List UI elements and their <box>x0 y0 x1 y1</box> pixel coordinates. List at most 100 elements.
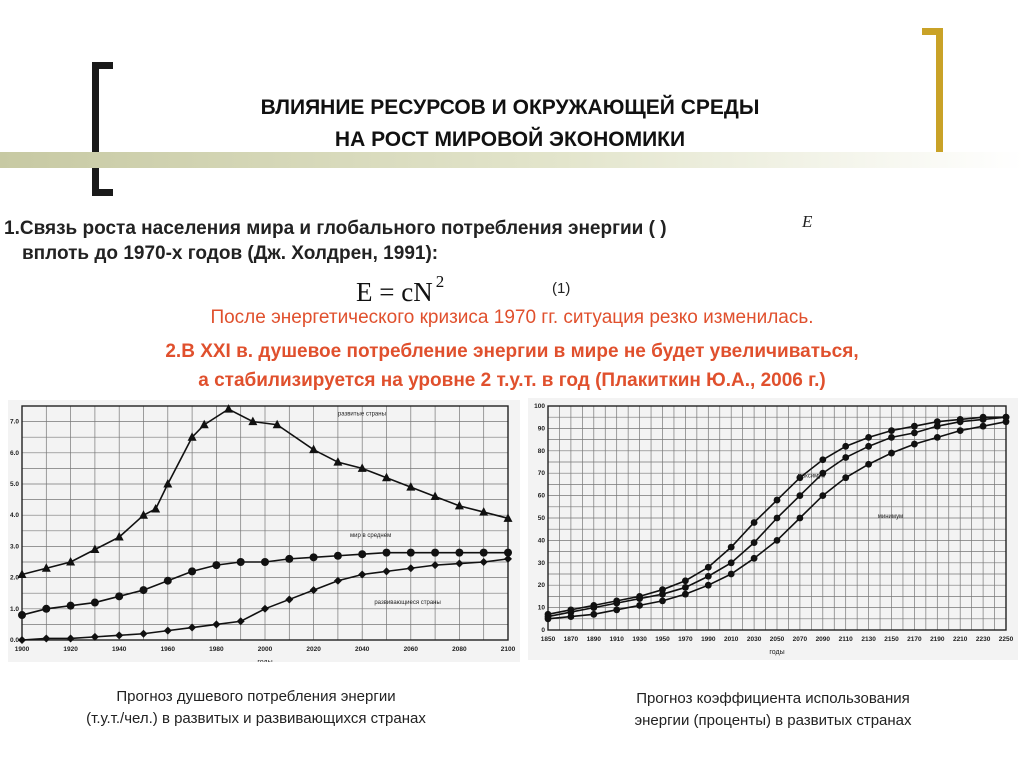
plot-frame <box>21 405 509 641</box>
data-point <box>773 537 781 544</box>
data-point <box>261 604 269 613</box>
data-point <box>431 548 440 557</box>
chart-energy-efficiency: 1850 1870 1890 1910 1930 1950 1970 1990 2010 2030… <box>528 398 1018 660</box>
data-point <box>659 590 666 598</box>
series-label: мир в среднем <box>350 533 391 539</box>
energy-variable: E <box>802 212 813 231</box>
x-tick-label: 1940 <box>112 646 127 653</box>
data-point <box>309 586 318 595</box>
data-point <box>212 561 221 570</box>
data-point <box>42 604 51 613</box>
data-point <box>911 422 918 430</box>
data-point <box>90 632 99 641</box>
data-point <box>285 595 294 604</box>
data-point <box>187 432 197 441</box>
data-point <box>865 460 872 468</box>
data-point <box>888 427 895 435</box>
data-point <box>357 463 367 472</box>
data-point <box>309 444 319 454</box>
right-bracket-decoration <box>922 28 943 166</box>
data-point <box>114 532 124 541</box>
data-point <box>358 550 367 559</box>
data-point <box>163 479 173 488</box>
data-point <box>455 548 464 557</box>
x-tick-label: 1890 <box>587 636 602 643</box>
formula-main: E = cN <box>356 277 433 307</box>
data-point <box>636 601 643 609</box>
data-point <box>704 563 712 571</box>
caption-left: Прогноз душевого потребления энергии (т.… <box>0 686 512 730</box>
data-point <box>90 544 100 554</box>
x-tick-label: 1950 <box>655 636 670 643</box>
x-tick-label: 1910 <box>609 636 624 643</box>
formula: E = cN 2 <box>356 272 444 308</box>
data-point <box>842 442 850 450</box>
y-tick-label: 5.0 <box>10 481 19 488</box>
x-tick-label: 2170 <box>907 636 922 643</box>
data-point <box>750 554 758 562</box>
point2: 2.В XXI в. душевое потребление энергии в… <box>0 337 1024 395</box>
data-point <box>590 610 598 618</box>
x-tick-label: 2090 <box>816 636 831 643</box>
caption-left-line1: Прогноз душевого потребления энергии <box>116 688 396 705</box>
chart-per-capita-energy: 1900 1920 1940 1960 1980 2000 2020 2040 2060 2080… <box>8 400 520 662</box>
data-point <box>865 442 872 450</box>
y-tick-label: 40 <box>538 537 546 544</box>
y-tick-label: 50 <box>538 515 546 522</box>
series-label: минимум <box>878 514 903 520</box>
y-tick-label: 100 <box>534 403 545 410</box>
data-point <box>455 559 464 568</box>
point1-line2: вплоть до 1970-х годов (Дж. Холдрен, 199… <box>22 243 439 264</box>
x-tick-label: 1990 <box>701 636 716 643</box>
x-tick-label: 1970 <box>678 636 693 643</box>
data-point <box>236 558 245 566</box>
data-point <box>1002 418 1010 426</box>
data-point <box>750 519 758 526</box>
data-point <box>979 416 987 423</box>
data-point <box>479 548 488 557</box>
x-tick-label: 2070 <box>793 636 808 643</box>
data-point <box>704 572 712 580</box>
data-point <box>933 422 941 430</box>
data-point <box>115 592 124 601</box>
data-point <box>479 507 489 516</box>
data-point <box>382 472 391 482</box>
data-point <box>90 598 99 607</box>
x-tick-label: 2000 <box>258 646 273 653</box>
y-tick-label: 0.0 <box>10 637 19 644</box>
x-tick-label: 1980 <box>209 646 224 653</box>
x-tick-label: 2060 <box>404 646 419 653</box>
data-point <box>590 604 598 611</box>
data-point <box>333 457 343 466</box>
data-point <box>819 492 827 499</box>
data-point <box>382 548 391 557</box>
point2-line1: 2.В XXI в. душевое потребление энергии в… <box>165 341 859 362</box>
x-tick-label: 2230 <box>976 636 991 643</box>
x-tick-label: 2190 <box>930 636 945 643</box>
data-point <box>358 570 367 579</box>
x-tick-label: 2100 <box>501 646 516 653</box>
series-label: развитые страны <box>338 411 386 417</box>
y-tick-label: 70 <box>538 470 546 477</box>
data-point <box>309 553 318 562</box>
y-tick-label: 10 <box>538 605 546 612</box>
data-point <box>430 491 440 500</box>
data-point <box>236 617 245 626</box>
data-point <box>567 613 575 620</box>
data-point <box>682 590 689 598</box>
data-point <box>727 559 735 567</box>
series-line <box>21 408 509 576</box>
caption-right-line1: Прогноз коэффициента использования <box>636 690 910 707</box>
data-point <box>188 567 197 576</box>
x-tick-label: 1930 <box>632 636 647 643</box>
data-point <box>819 456 827 464</box>
data-point <box>333 551 342 560</box>
x-tick-label: 2010 <box>724 636 739 643</box>
y-tick-label: 90 <box>538 425 546 432</box>
data-point <box>503 513 513 522</box>
data-point <box>796 492 804 499</box>
data-point <box>333 576 342 585</box>
caption-left-line2: (т.у.т./чел.) в развитых и развивающихся… <box>86 710 426 727</box>
plot-frame <box>547 405 1007 631</box>
data-point <box>115 631 124 640</box>
